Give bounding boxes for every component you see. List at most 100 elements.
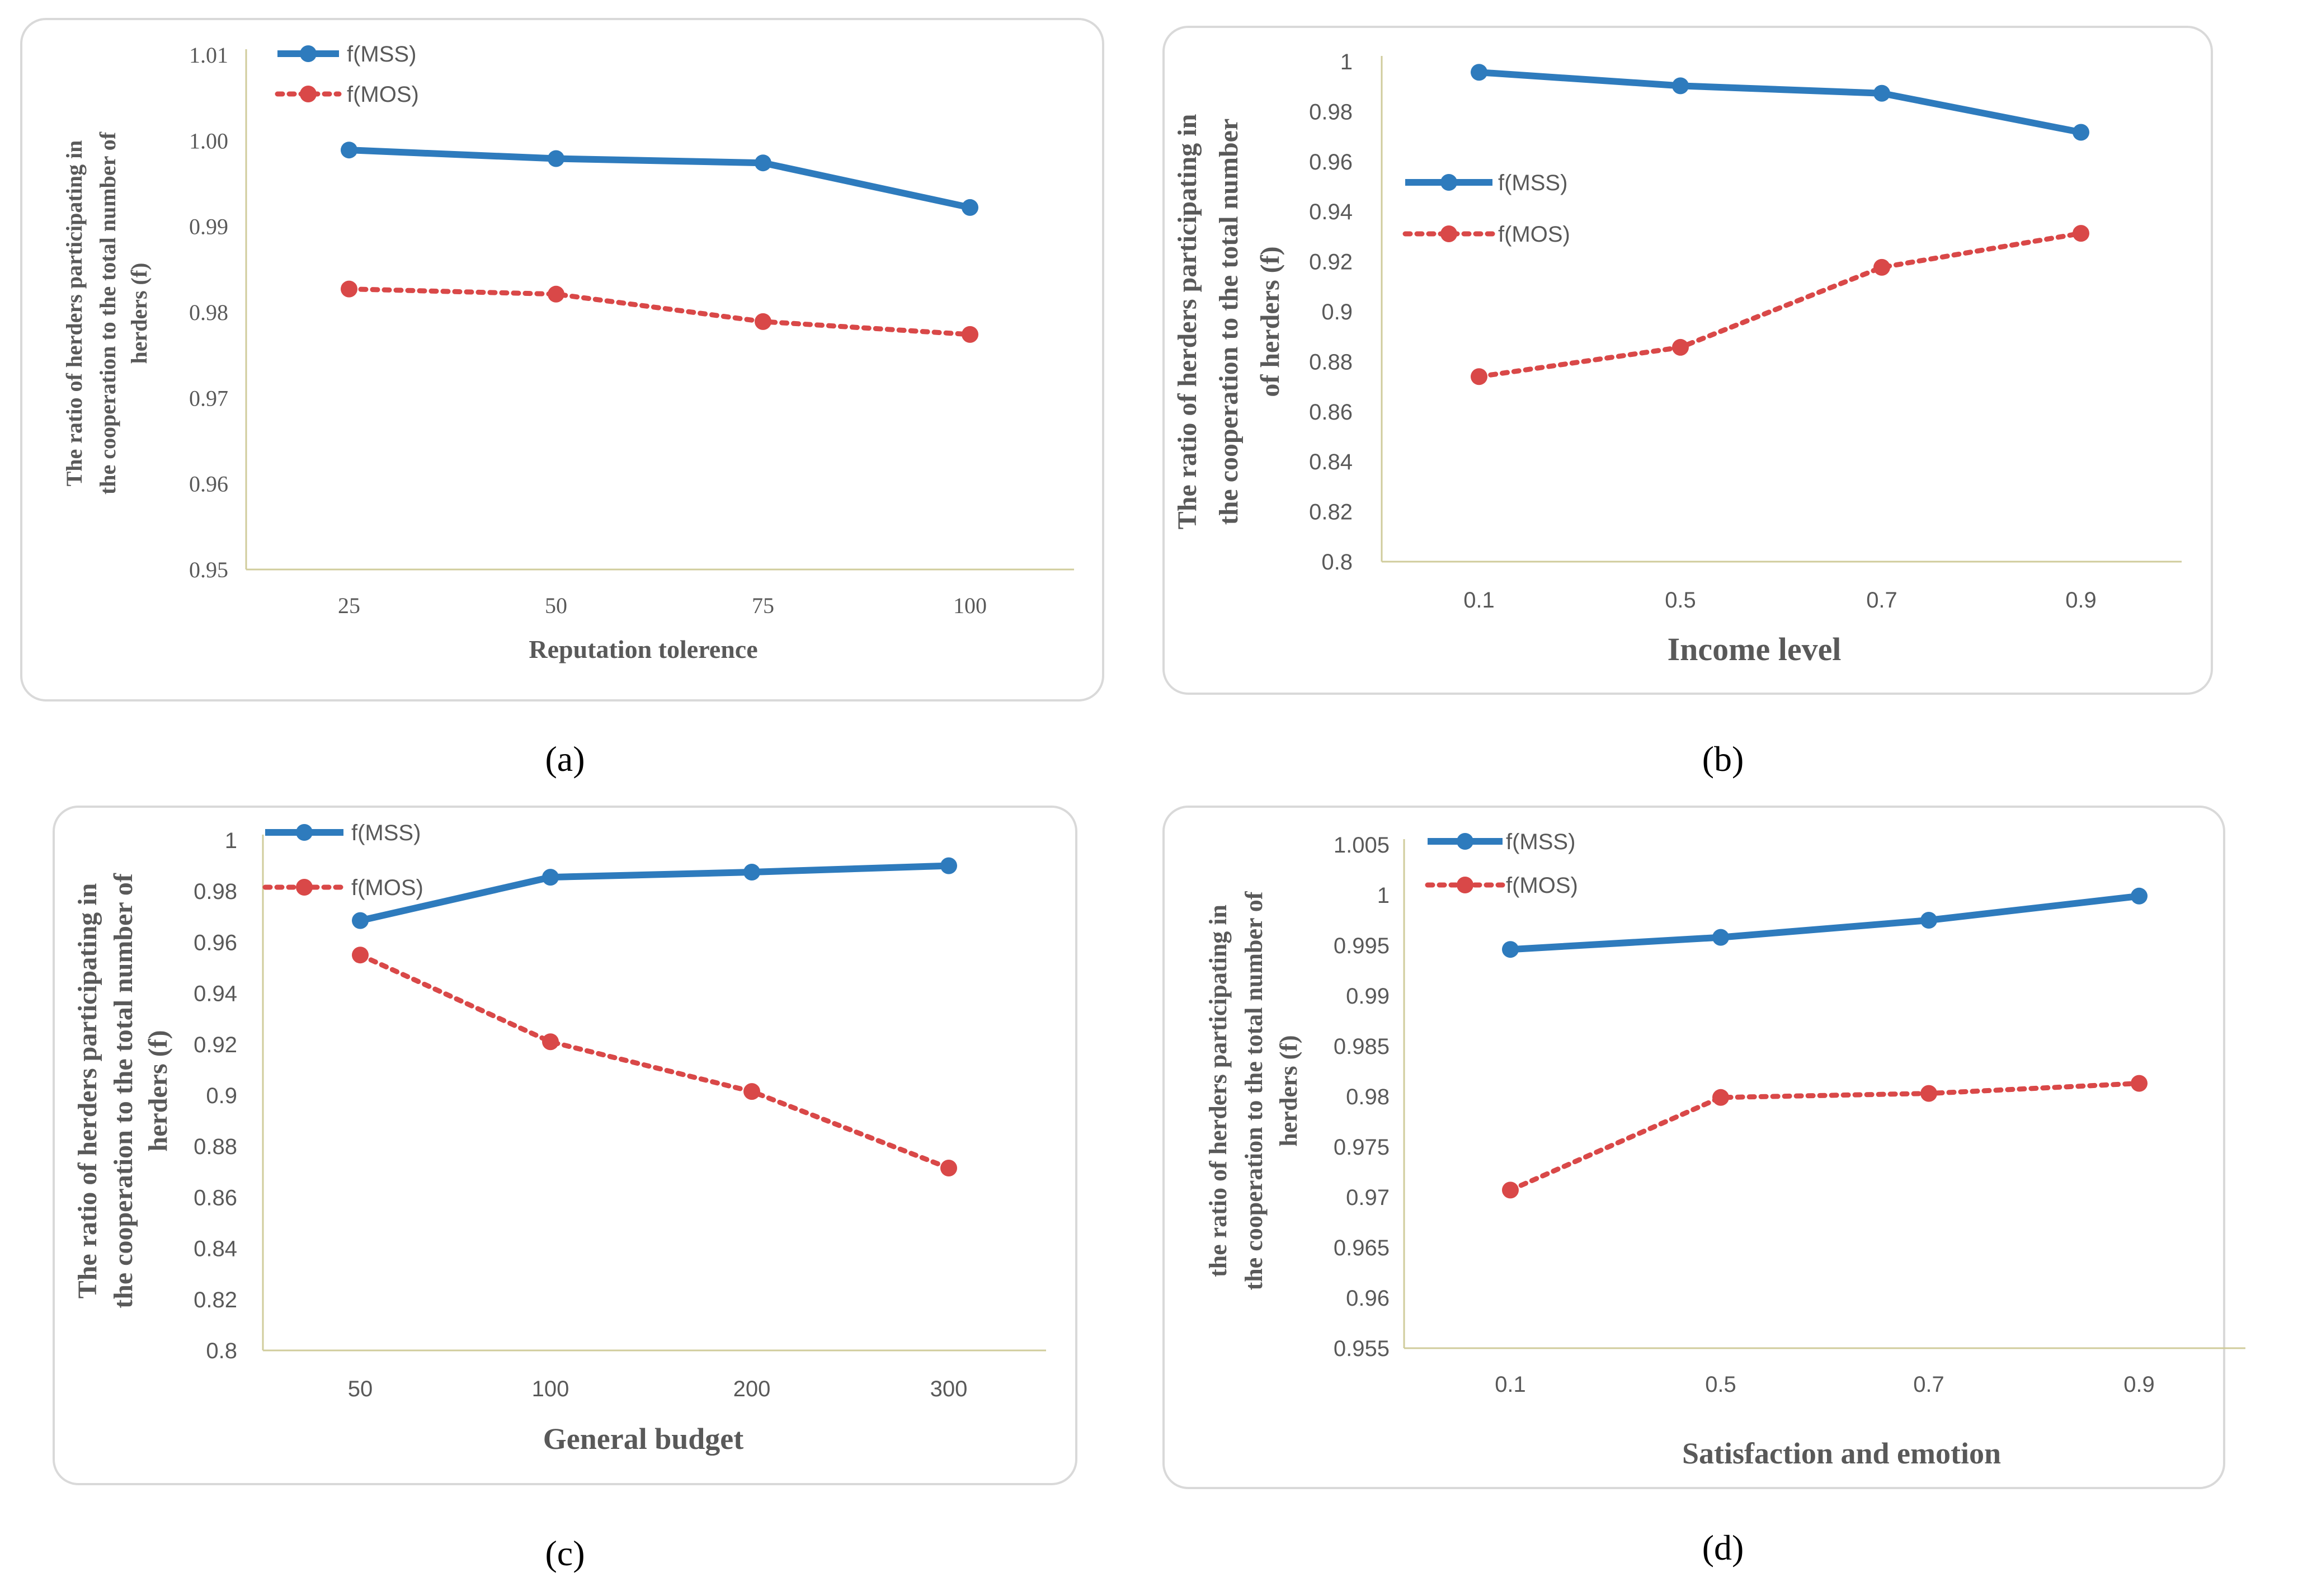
- y-tick-label: 0.88: [1309, 350, 1353, 374]
- legend-marker-mos: [300, 86, 317, 102]
- series-line-mss: [1510, 892, 2140, 953]
- data-point-mos: [940, 1159, 957, 1176]
- y-tick-label: 1.01: [189, 43, 228, 68]
- y-tick-label: 0.96: [1309, 150, 1353, 175]
- y-tick-label: 0.96: [189, 472, 228, 497]
- data-point-mss: [2131, 887, 2148, 905]
- data-point-mss: [1920, 912, 1937, 929]
- y-tick-label: 0.84: [194, 1237, 237, 1261]
- series-line-mos: [346, 286, 973, 337]
- data-point-mos: [542, 1033, 559, 1051]
- y-tick-label: 1: [1377, 883, 1390, 908]
- x-axis-title: Satisfaction and emotion: [1682, 1437, 2001, 1470]
- chart-panel-c: [53, 806, 1077, 1485]
- data-point-mss: [548, 150, 564, 167]
- y-tick-label: 0.99: [189, 214, 228, 239]
- chart-panel-b: [1162, 26, 2213, 695]
- y-tick-label: 0.98: [189, 300, 228, 325]
- y-tick-label: 0.9: [206, 1084, 237, 1108]
- y-tick-label: 0.8: [1321, 550, 1353, 575]
- x-tick-label: 0.5: [1705, 1372, 1736, 1397]
- y-tick-label: 0.98: [1346, 1085, 1390, 1109]
- data-point-mss: [352, 912, 369, 929]
- y-tick-label: 0.92: [1309, 250, 1353, 275]
- x-tick-label: 200: [733, 1377, 771, 1401]
- data-point-mos: [2131, 1075, 2148, 1092]
- legend-marker-mss: [300, 45, 317, 62]
- y-tick-label: 1: [225, 828, 237, 853]
- caption-d: (d): [1702, 1528, 1744, 1567]
- data-point-mss: [743, 864, 760, 881]
- x-tick-label: 50: [545, 593, 567, 618]
- series-line-mss: [349, 147, 971, 211]
- x-tick-label: 0.9: [2123, 1372, 2155, 1397]
- chart-panel-d: [1162, 806, 2225, 1489]
- x-axis-title: General budget: [543, 1422, 744, 1456]
- y-axis-title-line: The ratio of herders participating in: [62, 140, 87, 487]
- y-tick-label: 0.96: [194, 930, 237, 955]
- y-tick-label: 0.985: [1334, 1034, 1390, 1059]
- legend-label-mss: f(MSS): [351, 821, 421, 845]
- y-axis-title-line: the cooperation to the total number: [1214, 119, 1244, 525]
- y-axis-title-line: the cooperation to the total number of: [109, 873, 138, 1308]
- y-axis-title-line: the cooperation to the total number of: [95, 131, 120, 495]
- data-point-mos: [2073, 225, 2089, 242]
- y-tick-label: 0.965: [1334, 1236, 1390, 1260]
- caption-a: (a): [545, 739, 585, 779]
- y-tick-label: 0.99: [1346, 984, 1390, 1009]
- data-point-mos: [962, 326, 978, 343]
- x-axis-title: Reputation tolerence: [529, 635, 757, 663]
- legend-marker-mos: [296, 879, 313, 896]
- y-tick-label: 0.975: [1334, 1135, 1390, 1160]
- data-point-mss: [1502, 941, 1519, 958]
- legend-label-mss: f(MSS): [347, 42, 416, 67]
- y-tick-label: 0.88: [194, 1134, 237, 1159]
- y-tick-label: 1.00: [189, 128, 228, 153]
- data-point-mos: [1920, 1085, 1937, 1102]
- data-point-mos: [1712, 1089, 1729, 1106]
- legend-label-mos: f(MOS): [1498, 222, 1570, 247]
- data-point-mss: [2073, 124, 2089, 141]
- x-tick-label: 100: [532, 1377, 569, 1401]
- data-point-mss: [940, 857, 957, 874]
- y-tick-label: 1: [1340, 50, 1353, 74]
- series-line-mss: [1478, 69, 2082, 136]
- x-tick-label: 100: [953, 593, 987, 618]
- y-tick-label: 0.97: [189, 385, 228, 411]
- y-tick-label: 0.92: [194, 1033, 237, 1057]
- y-tick-label: 0.97: [1346, 1185, 1390, 1210]
- data-point-mss: [341, 142, 357, 159]
- x-tick-label: 0.1: [1463, 588, 1495, 613]
- data-point-mos: [548, 285, 564, 303]
- data-point-mss: [1873, 84, 1890, 102]
- data-point-mss: [755, 154, 771, 172]
- data-point-mss: [1712, 929, 1729, 946]
- chart-panel-a: [20, 18, 1104, 702]
- caption-c: (c): [545, 1533, 585, 1573]
- data-point-mos: [352, 947, 369, 964]
- y-axis-title-line: The ratio of herders participating in: [73, 883, 102, 1299]
- y-tick-label: 0.8: [206, 1339, 237, 1363]
- y-tick-label: 0.995: [1334, 934, 1390, 958]
- data-point-mss: [1471, 64, 1487, 81]
- series-line-mss: [359, 862, 949, 924]
- y-tick-label: 0.86: [194, 1185, 237, 1210]
- y-tick-label: 0.94: [1309, 200, 1353, 224]
- y-tick-label: 0.95: [189, 557, 228, 582]
- y-tick-label: 0.98: [194, 879, 237, 904]
- x-tick-label: 300: [930, 1377, 968, 1401]
- legend-marker-mss: [1457, 833, 1473, 850]
- x-tick-label: 0.7: [1913, 1372, 1944, 1397]
- series-line-mos: [357, 952, 952, 1171]
- legend-label-mss: f(MSS): [1498, 171, 1567, 195]
- data-point-mos: [1502, 1181, 1519, 1199]
- y-tick-label: 0.955: [1334, 1336, 1390, 1361]
- y-tick-label: 0.96: [1346, 1286, 1390, 1311]
- x-axis-title: Income level: [1668, 631, 1842, 667]
- legend-marker-mos: [1457, 877, 1473, 893]
- data-point-mos: [755, 313, 771, 330]
- caption-b: (b): [1702, 739, 1744, 779]
